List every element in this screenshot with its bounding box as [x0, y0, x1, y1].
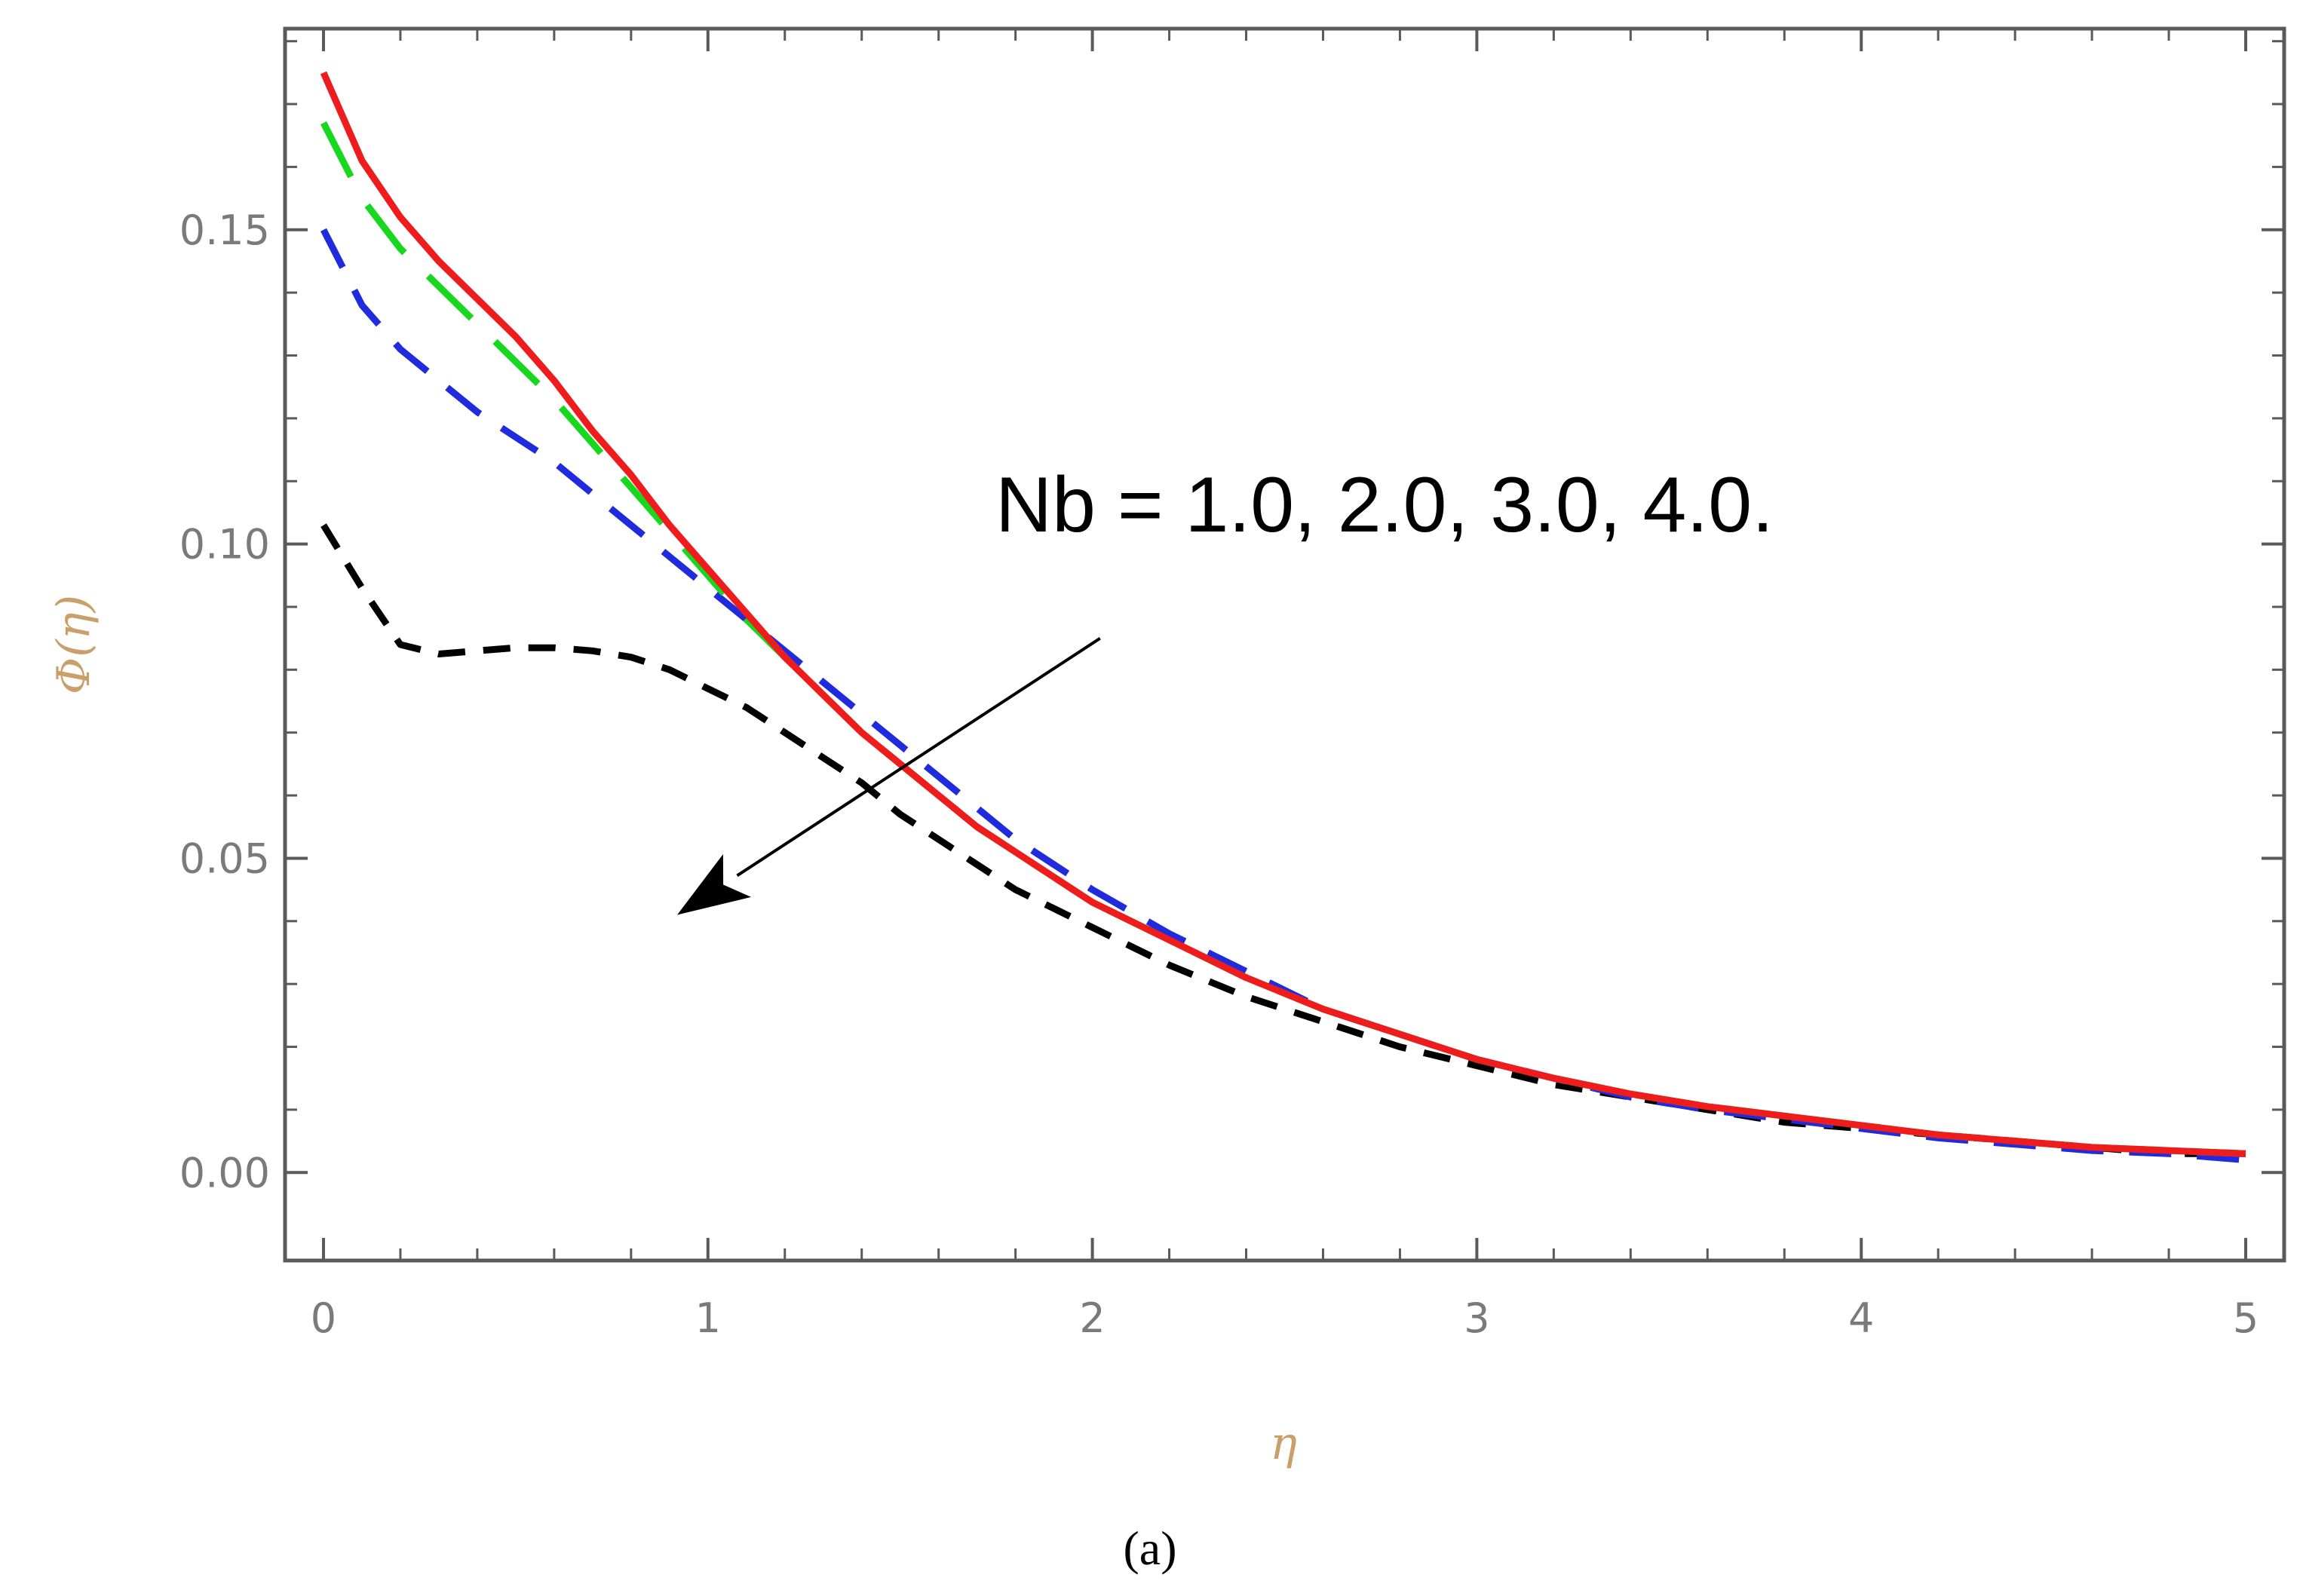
- y-tick-label: 0.10: [179, 521, 270, 568]
- arrow-head: [677, 854, 752, 915]
- series-line-4: [320, 71, 2246, 1157]
- y-tick-label: 0.00: [179, 1149, 270, 1196]
- x-tick-label: 3: [1464, 1294, 1489, 1342]
- y-tick-label: 0.05: [179, 835, 270, 882]
- arrow-group: [677, 636, 1101, 915]
- arrow-shaft: [736, 636, 1101, 878]
- figure-caption: (a): [1123, 1521, 1176, 1575]
- series-line-2: [320, 228, 2246, 1164]
- x-tick-label: 5: [2233, 1294, 2259, 1342]
- x-tick-label: 2: [1079, 1294, 1105, 1342]
- x-tick-label: 1: [695, 1294, 721, 1342]
- y-axis-label: Φ(η): [48, 595, 100, 694]
- x-tick-label: 0: [311, 1294, 336, 1342]
- x-axis-label: η: [1270, 1417, 1297, 1470]
- series-group: [320, 71, 2246, 1164]
- nb-annotation: Nb = 1.0, 2.0, 3.0, 4.0.: [995, 461, 1774, 549]
- x-tick-label: 4: [1848, 1294, 1874, 1342]
- y-tick-label: 0.15: [179, 207, 270, 254]
- series-line-1: [320, 523, 2246, 1157]
- plot-frame: [283, 26, 2286, 1263]
- ticks: 0 1 2 3 4 5 0.00 0.05 0.10 0.15: [179, 29, 2284, 1342]
- series-line-3: [320, 121, 2246, 1157]
